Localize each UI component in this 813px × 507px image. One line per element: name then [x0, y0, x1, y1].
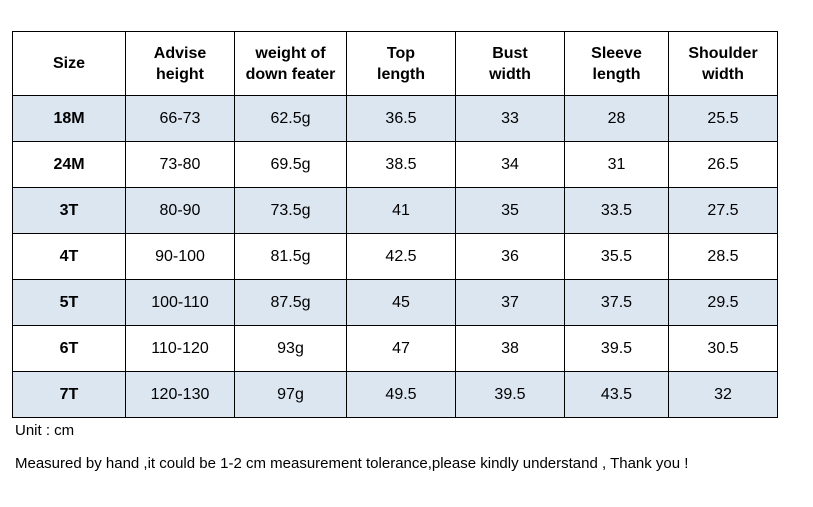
table-row: 6T 110-120 93g 47 38 39.5 30.5: [12, 325, 778, 372]
table-row: 4T 90-100 81.5g 42.5 36 35.5 28.5: [12, 233, 778, 280]
header-down-weight-label: weight of down feater: [245, 44, 336, 83]
table-row: 7T 120-130 97g 49.5 39.5 43.5 32: [12, 371, 778, 418]
size-cell: 18M: [12, 95, 126, 142]
down-weight-cell: 81.5g: [234, 233, 347, 280]
down-weight-cell: 93g: [234, 325, 347, 372]
bust-width-cell: 36: [455, 233, 565, 280]
top-length-cell: 42.5: [346, 233, 456, 280]
sleeve-length-cell: 37.5: [564, 279, 669, 326]
size-cell: 7T: [12, 371, 126, 418]
bust-width-cell: 37: [455, 279, 565, 326]
header-advise-height-label: Advise height: [153, 44, 207, 83]
bust-width-cell: 35: [455, 187, 565, 234]
size-cell: 24M: [12, 141, 126, 188]
down-weight-cell: 73.5g: [234, 187, 347, 234]
sleeve-length-cell: 31: [564, 141, 669, 188]
bust-width-cell: 38: [455, 325, 565, 372]
size-cell: 5T: [12, 279, 126, 326]
bust-width-cell: 34: [455, 141, 565, 188]
header-top-length-label: Top length: [377, 44, 425, 83]
table-row: 24M 73-80 69.5g 38.5 34 31 26.5: [12, 141, 778, 188]
sleeve-length-cell: 35.5: [564, 233, 669, 280]
header-sleeve-length-label: Sleeve length: [591, 44, 642, 83]
shoulder-width-cell: 25.5: [668, 95, 778, 142]
height-cell: 100-110: [125, 279, 235, 326]
size-cell: 6T: [12, 325, 126, 372]
header-down-weight: weight of down feater: [234, 31, 347, 96]
header-shoulder-width: Shoulder width: [668, 31, 778, 96]
shoulder-width-cell: 27.5: [668, 187, 778, 234]
height-cell: 66-73: [125, 95, 235, 142]
header-bust-width: Bust width: [455, 31, 565, 96]
height-cell: 110-120: [125, 325, 235, 372]
bust-width-cell: 39.5: [455, 371, 565, 418]
top-length-cell: 38.5: [346, 141, 456, 188]
header-size-label: Size: [52, 55, 85, 72]
height-cell: 90-100: [125, 233, 235, 280]
top-length-cell: 47: [346, 325, 456, 372]
down-weight-cell: 69.5g: [234, 141, 347, 188]
header-shoulder-width-label: Shoulder width: [688, 44, 758, 83]
header-advise-height: Advise height: [125, 31, 235, 96]
size-cell: 4T: [12, 233, 126, 280]
top-length-cell: 41: [346, 187, 456, 234]
size-chart-table: Size Advise height weight of down feater…: [12, 31, 778, 418]
table-row: 18M 66-73 62.5g 36.5 33 28 25.5: [12, 95, 778, 142]
measurement-tolerance-note: Measured by hand ,it could be 1-2 cm mea…: [15, 455, 689, 472]
header-bust-width-label: Bust width: [489, 44, 531, 83]
size-cell: 3T: [12, 187, 126, 234]
top-length-cell: 49.5: [346, 371, 456, 418]
sleeve-length-cell: 33.5: [564, 187, 669, 234]
top-length-cell: 45: [346, 279, 456, 326]
shoulder-width-cell: 29.5: [668, 279, 778, 326]
unit-note: Unit : cm: [15, 422, 75, 439]
sleeve-length-cell: 28: [564, 95, 669, 142]
height-cell: 73-80: [125, 141, 235, 188]
top-length-cell: 36.5: [346, 95, 456, 142]
down-weight-cell: 97g: [234, 371, 347, 418]
height-cell: 120-130: [125, 371, 235, 418]
down-weight-cell: 87.5g: [234, 279, 347, 326]
table-row: 3T 80-90 73.5g 41 35 33.5 27.5: [12, 187, 778, 234]
header-top-length: Top length: [346, 31, 456, 96]
header-sleeve-length: Sleeve length: [564, 31, 669, 96]
table-header-row: Size Advise height weight of down feater…: [12, 31, 778, 96]
sleeve-length-cell: 39.5: [564, 325, 669, 372]
shoulder-width-cell: 26.5: [668, 141, 778, 188]
shoulder-width-cell: 30.5: [668, 325, 778, 372]
height-cell: 80-90: [125, 187, 235, 234]
shoulder-width-cell: 32: [668, 371, 778, 418]
sleeve-length-cell: 43.5: [564, 371, 669, 418]
shoulder-width-cell: 28.5: [668, 233, 778, 280]
table-row: 5T 100-110 87.5g 45 37 37.5 29.5: [12, 279, 778, 326]
down-weight-cell: 62.5g: [234, 95, 347, 142]
header-size: Size: [12, 31, 126, 96]
bust-width-cell: 33: [455, 95, 565, 142]
